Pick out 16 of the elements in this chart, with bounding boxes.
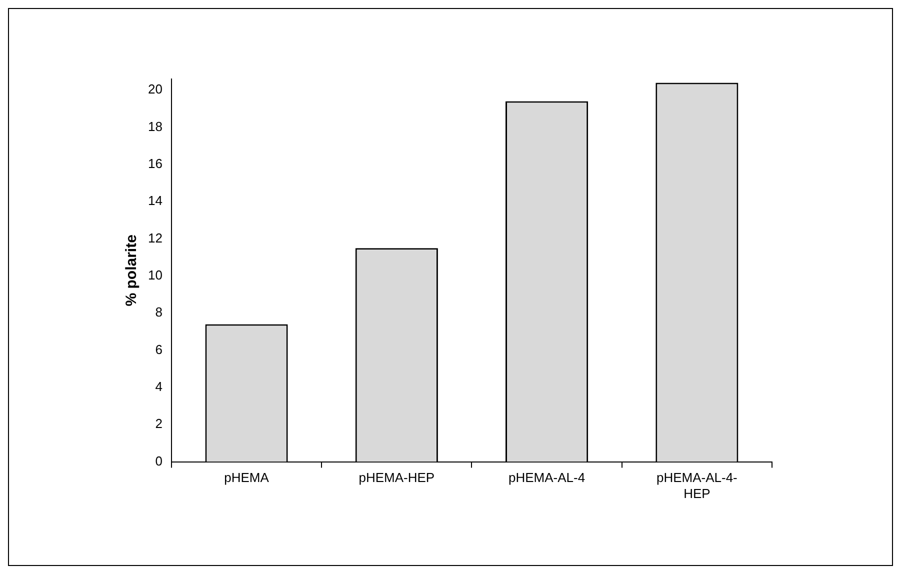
y-tick-label: 10 [148, 268, 162, 283]
y-tick-label: 14 [148, 193, 162, 208]
y-tick-label: 16 [148, 156, 162, 172]
y-tick-label: 2 [155, 416, 162, 432]
y-axis-title: % polarite [123, 234, 140, 306]
x-tick-label: pHEMA-HEP [358, 470, 435, 486]
x-tick-label: pHEMA [224, 470, 270, 486]
y-tick-label: 20 [148, 82, 162, 97]
x-tick-label: pHEMA-AL-4-HEP [656, 470, 738, 501]
x-tick-label: pHEMA-AL-4 [508, 470, 586, 486]
y-tick-label: 18 [148, 118, 162, 134]
y-tick-label: 12 [148, 230, 162, 246]
y-tick-label: 6 [155, 342, 162, 357]
y-tick-label: 8 [155, 304, 162, 320]
y-tick-label: 0 [155, 453, 162, 468]
y-tick-label: 4 [155, 379, 162, 394]
